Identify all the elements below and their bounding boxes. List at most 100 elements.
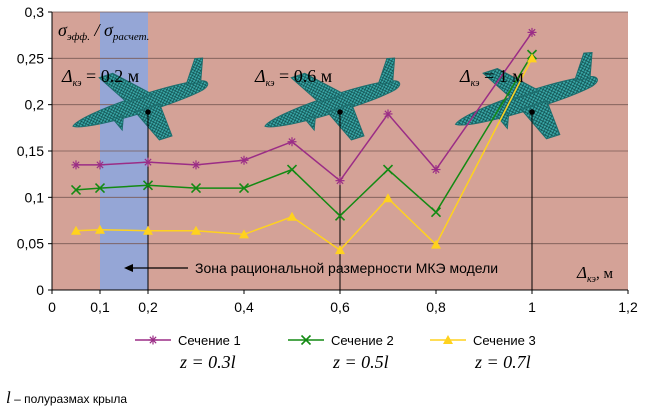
series-line (76, 31, 533, 182)
aircraft-tail (574, 52, 593, 81)
aircraft-wing (134, 103, 173, 141)
drop-lines (145, 109, 535, 290)
data-point (287, 137, 297, 147)
data-point (95, 160, 105, 170)
aircraft-mesh-0-2 (72, 57, 209, 141)
y-tick-label: 0,1 (25, 189, 45, 205)
element-size-label: Δкэ = 0.6 м (254, 66, 332, 89)
series-lines (70, 27, 538, 255)
data-point (431, 239, 441, 249)
aircraft-tail (377, 57, 396, 85)
y-tick-label: 0,2 (25, 97, 45, 113)
legend-marker (443, 335, 453, 344)
star-stroke (432, 165, 440, 174)
x-stroke (382, 164, 394, 175)
star-stroke (72, 161, 80, 169)
y-tick-label: 0,05 (17, 236, 44, 252)
drop-line-dot (529, 109, 535, 115)
data-point (527, 27, 537, 37)
data-point (383, 193, 393, 203)
chart-labels: σэфф. / σрасчет. Δкэ, м Δкэ = 0.2 м Δкэ = 0… (58, 20, 613, 285)
data-point (382, 164, 394, 175)
aircraft-engine (111, 115, 125, 132)
series-line (75, 54, 533, 217)
aircraft-wing (98, 72, 154, 104)
y-tick-label: 0,15 (17, 143, 44, 159)
star-stroke (149, 336, 157, 344)
star-stroke (192, 161, 200, 169)
data-point (71, 225, 81, 235)
series-line (75, 57, 533, 252)
data-point (94, 183, 106, 194)
legend-label: Сечение 2 (331, 333, 394, 348)
star-stroke (384, 110, 392, 118)
x-tick-label: 0 (48, 299, 56, 315)
x-tick-label: 0,2 (138, 299, 158, 315)
data-point (239, 155, 249, 165)
x-stroke (334, 210, 346, 221)
legend-marker (148, 335, 158, 345)
star-stroke (240, 156, 248, 164)
aircraft-mesh-0-6 (264, 57, 401, 141)
aircraft-fuselage (264, 80, 401, 128)
aircraft-mesh-images (72, 52, 598, 141)
data-point (335, 176, 345, 186)
star-stroke (336, 177, 344, 185)
x-tick-label: 0,1 (90, 299, 110, 315)
star-stroke (96, 161, 104, 169)
drop-line-dot (337, 109, 343, 115)
data-point (143, 225, 153, 235)
x-stroke (142, 180, 154, 191)
x-stroke (70, 184, 82, 195)
y-tick-label: 0,3 (25, 4, 45, 20)
legend-entry: Сечение 1 z = 0.3l (135, 333, 241, 372)
data-point (431, 165, 441, 175)
data-point (71, 160, 81, 170)
data-point (430, 207, 442, 218)
y-tick-label: 0,25 (17, 50, 44, 66)
data-point (95, 224, 105, 234)
legend-entry: Сечение 3 z = 0.7l (430, 333, 536, 372)
data-point (190, 183, 202, 194)
drop-line-dot (145, 109, 151, 115)
footnote-var: l (6, 388, 11, 407)
data-point (335, 245, 345, 255)
star-stroke (144, 158, 152, 166)
x-axis-label: Δкэ, м (576, 263, 613, 285)
x-tick-label: 1,2 (618, 299, 638, 315)
legend-label: Сечение 1 (178, 333, 241, 348)
data-point (239, 229, 249, 239)
data-point (527, 53, 537, 63)
axes: 0 0,1 0,2 0,4 0,6 0,8 1 1,2 0 0,05 0,1 0,15 0,2 0,25 0… (17, 4, 638, 315)
aircraft-fuselage (72, 80, 209, 128)
footnote-text: – полуразмах крыла (10, 392, 128, 406)
data-point (142, 180, 154, 191)
legend-entry: Сечение 2 z = 0.5l (288, 333, 394, 372)
data-point (70, 184, 82, 195)
data-point (191, 160, 201, 170)
data-point (287, 211, 297, 221)
data-point (238, 183, 250, 194)
element-size-label: Δкэ = 1 м (459, 66, 524, 89)
aircraft-mesh-1 (454, 52, 598, 140)
x-tick-label: 1 (528, 299, 536, 315)
aircraft-tail (185, 57, 204, 85)
annotation-arrowhead (124, 264, 133, 272)
data-point (286, 164, 298, 175)
aircraft-wing (290, 72, 346, 104)
y-axis-label: σэфф. / σрасчет. (58, 20, 149, 43)
data-point (383, 109, 393, 119)
aircraft-wing (326, 103, 365, 141)
data-point (191, 225, 201, 235)
x-stroke (94, 183, 106, 194)
data-point (334, 210, 346, 221)
x-stroke (300, 334, 312, 346)
y-tick-label: 0 (36, 282, 44, 298)
x-stroke (286, 164, 298, 175)
legend-label: Сечение 3 (473, 333, 536, 348)
x-tick-label: 0,4 (234, 299, 254, 315)
series-3 (71, 53, 537, 255)
footnote: l – полуразмах крыла (6, 388, 127, 408)
annotation-text: Зона рациональной размерности МКЭ модели (195, 260, 498, 276)
